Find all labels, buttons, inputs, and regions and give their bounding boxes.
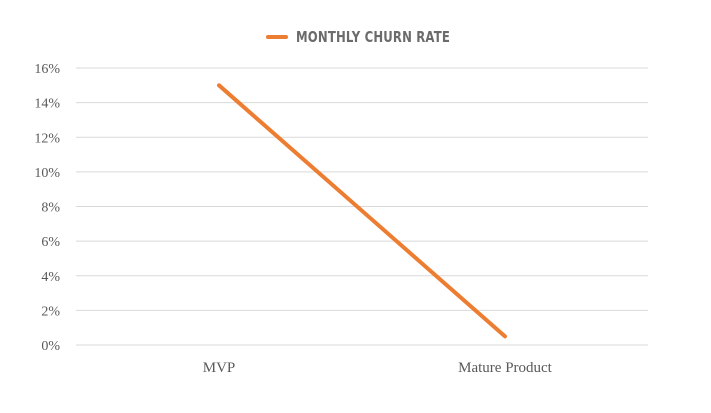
x-tick-label: MVP <box>203 360 236 376</box>
legend-label: MONTHLY CHURN RATE <box>295 28 450 46</box>
y-tick-label: 8% <box>41 201 60 216</box>
legend-swatch <box>265 35 288 39</box>
y-tick-label: 2% <box>41 304 60 319</box>
legend: MONTHLY CHURN RATE <box>0 28 711 46</box>
gridlines <box>76 67 648 346</box>
y-tick-label: 16% <box>34 62 60 77</box>
x-axis-ticks: MVP Mature Product <box>203 360 553 376</box>
y-tick-label: 4% <box>41 270 60 285</box>
series-line <box>217 83 507 339</box>
y-tick-label: 10% <box>34 166 60 181</box>
x-tick-label: Mature Product <box>458 360 553 376</box>
y-axis-ticks: 0% 2% 4% 6% 8% 10% 12% 14% 16% <box>34 62 60 354</box>
y-tick-label: 0% <box>41 339 60 354</box>
y-tick-label: 14% <box>34 97 60 112</box>
y-tick-label: 12% <box>34 131 60 146</box>
y-tick-label: 6% <box>41 235 60 250</box>
series-group <box>217 83 507 339</box>
